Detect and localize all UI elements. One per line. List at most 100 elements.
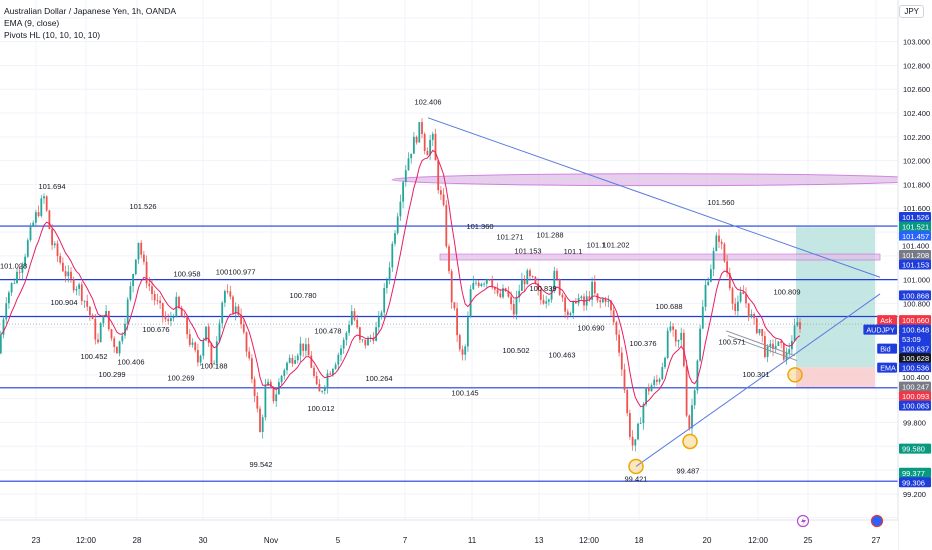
- candle-body: [653, 379, 656, 386]
- candle-body: [534, 276, 537, 284]
- candle-body: [51, 228, 53, 246]
- candle-body: [221, 302, 224, 324]
- candle-body: [529, 270, 531, 277]
- pivot-circle-marker: [628, 458, 644, 475]
- candle-body: [518, 290, 521, 298]
- candle-body: [78, 284, 80, 289]
- candle-body: [658, 379, 661, 382]
- candle-body: [337, 354, 340, 365]
- candle-body: [731, 288, 734, 304]
- indicator-ema-label[interactable]: EMA (9, close): [4, 18, 60, 28]
- candle-body: [793, 325, 796, 341]
- price-tag-label: Bid: [880, 345, 890, 354]
- candle-body: [475, 282, 477, 284]
- candle-body: [361, 339, 364, 341]
- price-label: 99.377: [902, 469, 925, 478]
- price-tag-label: EMA: [880, 364, 896, 373]
- candle-body: [502, 288, 504, 298]
- candle-body: [642, 404, 645, 424]
- price-label-bg: [899, 334, 931, 345]
- candle-body: [372, 337, 375, 341]
- price-label: 100.400: [902, 373, 929, 382]
- candle-body: [29, 226, 32, 241]
- candle-body: [329, 373, 332, 375]
- candle-body: [167, 319, 170, 322]
- candle-body: [299, 343, 302, 356]
- candle-body: [286, 362, 288, 371]
- pivot-label: 101.694: [38, 182, 65, 191]
- candle-body: [426, 150, 429, 156]
- price-axis-bg: [898, 0, 932, 550]
- candle-body: [450, 271, 453, 303]
- candle-body: [394, 233, 396, 244]
- candle-body: [445, 205, 448, 247]
- candle-body: [780, 341, 782, 344]
- candle-body: [674, 329, 677, 342]
- price-label: 101.208: [902, 251, 929, 260]
- pivot-label: 101.526: [129, 202, 156, 211]
- candle-body: [696, 360, 699, 391]
- candle-body: [156, 300, 159, 302]
- pivot-label: 101.560: [707, 198, 734, 207]
- candle-body: [261, 417, 264, 432]
- candle-body: [639, 423, 642, 424]
- candle-body: [267, 381, 269, 386]
- candle-body: [353, 311, 356, 320]
- candle-body: [737, 301, 739, 312]
- pivot-label: 100.299: [98, 370, 125, 379]
- currency-badge[interactable]: JPY: [899, 5, 924, 18]
- candle-body: [291, 357, 294, 364]
- candle-body: [391, 243, 394, 268]
- candle-body: [656, 379, 658, 382]
- candle-body: [161, 303, 164, 316]
- candle-body: [86, 300, 89, 307]
- candle-body: [691, 405, 693, 429]
- candle-body: [496, 289, 499, 294]
- candle-body: [199, 355, 202, 363]
- candle-body: [72, 278, 75, 291]
- pivot-label: 100.145: [451, 388, 478, 397]
- candle-body: [688, 415, 691, 429]
- candle-body: [550, 289, 553, 300]
- candle-body: [205, 326, 207, 341]
- pivot-label: 100.571: [718, 338, 745, 347]
- candle-body: [172, 316, 175, 319]
- candle-body: [296, 355, 299, 361]
- candle-body: [186, 317, 188, 335]
- candle-body: [224, 291, 226, 303]
- candle-body: [272, 386, 275, 402]
- symbol-title[interactable]: Australian Dollar / Japanese Yen, 1h, OA…: [4, 6, 176, 16]
- time-tick-label: 12:00: [748, 536, 769, 545]
- candle-body: [315, 375, 318, 385]
- candle-body: [637, 423, 639, 440]
- candle-body: [710, 269, 712, 282]
- candle-body: [10, 282, 13, 293]
- time-tick-label: 13: [535, 536, 544, 545]
- candle-body: [764, 335, 766, 358]
- candle-body: [599, 300, 602, 303]
- pivot-label: 100.452: [80, 352, 107, 361]
- candle-body: [618, 334, 620, 353]
- candle-body: [491, 279, 494, 288]
- candle-body: [340, 348, 342, 355]
- candle-body: [302, 343, 305, 351]
- candle-body: [523, 279, 526, 285]
- candle-body: [742, 292, 745, 295]
- price-label-bg: [899, 212, 931, 223]
- candle-body: [332, 368, 334, 375]
- price-tick-label: 101.800: [903, 180, 930, 189]
- candle-body: [283, 370, 286, 376]
- candle-body: [728, 272, 731, 289]
- indicator-pivots-label[interactable]: Pivots HL (10, 10, 10, 10): [4, 30, 101, 40]
- candle-body: [105, 311, 107, 317]
- candle-body: [699, 328, 701, 361]
- candle-body: [626, 390, 629, 414]
- candle-body: [591, 281, 593, 300]
- candle-body: [43, 196, 45, 199]
- candle-body: [685, 366, 688, 416]
- price-label-bg: [899, 400, 931, 411]
- price-tag-bg: [877, 362, 897, 373]
- candle-body: [753, 314, 755, 319]
- candle-body: [796, 322, 799, 326]
